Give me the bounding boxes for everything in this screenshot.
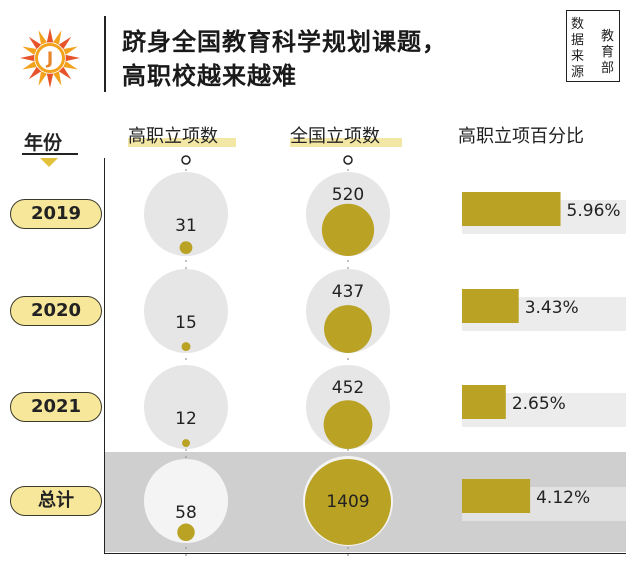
column-marker-2 [343,155,353,165]
vocational-bubble-2020 [181,342,191,352]
national-value-2019: 520 [332,185,364,205]
year-pill-2020: 2020 [10,296,102,326]
vocational-bubble-2019 [179,241,193,254]
vocational-bubble-2021 [182,439,190,447]
logo-ray [58,66,72,80]
header-vocational-highlight [128,138,236,147]
national-bubble-2020 [324,305,372,353]
logo-ray [20,54,35,62]
percent-value-总计: 4.12% [536,488,590,508]
percent-value-2020: 3.43% [525,298,579,318]
logo-ray [53,71,62,86]
data-source-box: 数据来源 教育部 [566,10,620,82]
logo-ray [46,73,54,88]
page-title-line-1: 跻身全国教育科学规划课题， [122,28,447,56]
vocational-bubble-总计 [177,523,195,541]
header-national: 全国立项数 [290,126,380,147]
year-pill-2021: 2021 [10,392,102,422]
logo-ray [22,46,37,55]
logo-ray [63,46,78,55]
logo-ray [63,61,78,70]
logo-ray [46,28,54,43]
year-pill-2019: 2019 [10,199,102,229]
national-bubble-总计 [305,459,391,545]
logo-ray [53,30,62,45]
logo-ray [58,36,72,50]
percent-bar-2021 [462,385,506,419]
header-vocational: 高职立项数 [128,126,218,147]
national-bubble-2021 [323,400,373,449]
logo-sun-badge-icon: J [20,28,80,88]
percent-bar-2020 [462,289,519,323]
header-percent: 高职立项百分比 [458,126,584,147]
vocational-value-2019: 31 [175,216,197,236]
vocational-bg-circle-2021 [144,365,228,449]
vocational-bg-circle-2020 [144,269,228,353]
vocational-value-总计: 58 [175,503,197,523]
vocational-value-2020: 15 [175,313,197,333]
logo-ray [28,66,42,80]
logo-ray [28,36,42,50]
percent-value-2021: 2.65% [512,394,566,414]
logo-letter: J [46,49,53,69]
logo-ray [22,61,37,70]
logo-ray [38,30,47,45]
national-value-2021: 452 [332,378,364,398]
percent-value-2019: 5.96% [567,201,621,221]
data-source-label: 数据来源 [571,17,585,80]
data-source-value: 教育部 [601,29,615,76]
vocational-bg-circle-总计 [144,459,228,543]
year-pill-total: 总计 [10,486,102,516]
vocational-bg-circle-2019 [144,172,228,256]
header-year-underline [22,153,78,155]
header-national-highlight [290,138,402,147]
header-year-caret-icon [40,158,58,167]
percent-bar-总计 [462,479,531,513]
national-bubble-2019 [321,203,375,256]
column-marker-1 [181,155,191,165]
vocational-value-2021: 12 [175,409,197,429]
national-value-2020: 437 [332,282,364,302]
title-divider [104,16,106,92]
percent-bar-2019 [462,192,561,226]
logo-ray [65,54,80,62]
logo-ray [38,71,47,86]
chart-panel [104,158,626,554]
header-year: 年份 [24,132,63,154]
page-title-line-2: 高职校越来越难 [122,62,297,90]
national-value-总计: 1409 [326,492,369,512]
